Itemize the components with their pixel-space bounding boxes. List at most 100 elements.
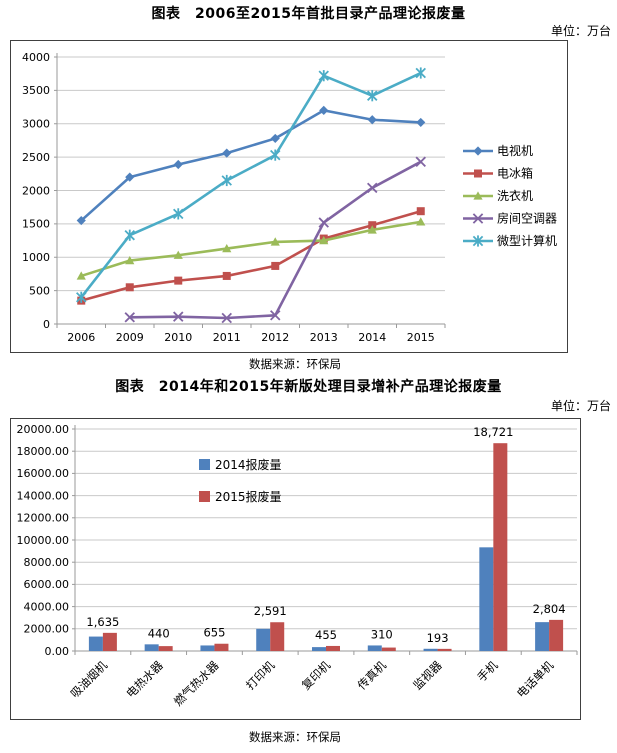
legend-item-电视机: 电视机 xyxy=(463,143,533,158)
y-tick-label: 6000.00 xyxy=(24,578,70,591)
bar-2015 xyxy=(549,619,564,651)
x-tick-label: 2013 xyxy=(310,331,338,344)
y-tick-label: 4000.00 xyxy=(24,600,70,613)
x-marker xyxy=(124,312,135,323)
square-marker xyxy=(222,271,231,280)
x-axis-labels: 吸油烟机 电热水器 燃气热水器 打印机 复印机 传真机 监视器 手机 电话单机 xyxy=(68,658,557,709)
y-tick-label: 12000.00 xyxy=(17,512,70,525)
bar-chart-unit: 单位：万台 xyxy=(550,399,611,413)
legend-item-洗衣机: 洗衣机 xyxy=(463,188,533,203)
x-marker xyxy=(415,156,426,168)
legend-label: 电视机 xyxy=(497,143,533,158)
legend-label: 房间空调器 xyxy=(497,211,557,226)
bars: 1,635 440 655 2,591 455 310 193 18,721 2,804 xyxy=(86,425,566,651)
series-洗衣机 xyxy=(76,217,426,280)
square-marker xyxy=(125,283,134,292)
bar-2014 xyxy=(200,645,215,651)
bar-2014 xyxy=(423,648,438,651)
series-line xyxy=(80,71,422,299)
x-tick-label: 2009 xyxy=(116,331,144,344)
legend-item-2015报废量: 2015报废量 xyxy=(199,489,282,504)
x-marker xyxy=(367,182,378,194)
x-tick-label: 2012 xyxy=(261,331,289,344)
y-tick-label: 18000.00 xyxy=(17,445,70,458)
x-tick-label: 电热水器 xyxy=(123,658,166,701)
square-marker xyxy=(474,169,482,178)
y-tick-label: 2000 xyxy=(22,184,50,197)
legend-label: 微型计算机 xyxy=(497,233,557,248)
bar-2014 xyxy=(256,628,271,651)
square-marker xyxy=(368,221,377,230)
legend: 2014报废量 2015报废量 xyxy=(199,457,282,504)
bar-2015 xyxy=(214,643,229,651)
data-label: 1,635 xyxy=(86,615,119,629)
data-label: 193 xyxy=(427,631,449,645)
bar-group-手机: 18,721 xyxy=(473,425,513,651)
triangle-marker xyxy=(319,235,329,245)
triangle-marker xyxy=(367,225,377,234)
series-微型计算机 xyxy=(76,67,426,303)
bar-group-打印机: 2,591 xyxy=(254,604,287,651)
legend-item-2014报废量: 2014报废量 xyxy=(199,457,282,472)
x-tick-label: 手机 xyxy=(474,658,501,685)
x-tick-label: 传真机 xyxy=(355,658,390,693)
y-tick-label: 2000.00 xyxy=(24,623,70,636)
data-label: 655 xyxy=(203,626,225,640)
legend-label: 2015报废量 xyxy=(215,489,282,504)
triangle-marker xyxy=(270,237,280,246)
diamond-marker xyxy=(416,117,426,128)
triangle-marker xyxy=(173,250,183,259)
triangle-marker xyxy=(416,217,426,226)
bar-2015 xyxy=(326,645,340,651)
y-tick-label: 14000.00 xyxy=(17,489,70,502)
x-tick-label: 打印机 xyxy=(243,658,278,693)
diamond-marker xyxy=(473,146,483,156)
bar-group-燃气热水器: 655 xyxy=(200,626,229,651)
data-label: 2,804 xyxy=(533,602,566,616)
diamond-marker xyxy=(125,172,135,182)
legend-item-电冰箱: 电冰箱 xyxy=(463,166,533,181)
data-label: 310 xyxy=(371,627,393,641)
square-marker xyxy=(174,276,183,285)
diamond-marker xyxy=(270,133,280,144)
line-chart-title: 图表 2006至2015年首批目录产品理论报废量 xyxy=(151,6,466,22)
bar-group-电话单机: 2,804 xyxy=(533,602,566,651)
x-tick-label: 2015 xyxy=(407,331,435,344)
y-tick-label: 3000 xyxy=(22,118,50,131)
data-label: 440 xyxy=(148,626,170,640)
bar-2015 xyxy=(270,622,285,651)
series-line xyxy=(80,209,422,302)
diamond-marker xyxy=(76,215,86,226)
x-marker xyxy=(173,311,184,322)
series-电冰箱 xyxy=(77,207,425,305)
square-marker xyxy=(416,207,425,216)
bar-chart-svg: 0.00 2000.00 4000.00 6000.00 8000.00 10000.00… xyxy=(17,423,578,709)
y-tick-label: 4000 xyxy=(22,51,50,64)
y-tick-label: 8000.00 xyxy=(24,556,70,569)
triangle-marker xyxy=(125,255,135,265)
bar-2015 xyxy=(437,648,452,651)
y-tick-label: 1000 xyxy=(22,251,50,264)
diamond-marker xyxy=(173,159,183,170)
line-chart-svg: 0 500 1000 1500 2000 2500 3000 3500 4000 2006 2009… xyxy=(22,51,557,344)
legend-swatch xyxy=(199,459,210,470)
diamond-marker xyxy=(319,105,329,115)
bar-2015 xyxy=(381,647,396,651)
x-marker xyxy=(318,217,329,228)
bar-group-电热水器: 440 xyxy=(144,626,173,651)
bar-2014 xyxy=(367,645,382,651)
bar-chart-source: 数据来源：环保局 xyxy=(249,730,341,744)
diamond-marker xyxy=(222,148,232,158)
bar-2014 xyxy=(88,636,103,651)
x-tick-label: 2010 xyxy=(164,331,192,344)
series-line xyxy=(80,220,421,278)
x-tick-label: 2011 xyxy=(213,331,241,344)
bar-group-监视器: 193 xyxy=(423,631,452,651)
triangle-marker xyxy=(76,271,86,280)
x-tick-label: 2014 xyxy=(358,331,386,344)
line-chart-source: 数据来源：环保局 xyxy=(249,357,341,371)
y-tick-label: 16000.00 xyxy=(17,467,70,480)
y-tick-label: 3500 xyxy=(22,84,50,97)
y-tick-label: 20000.00 xyxy=(17,423,70,436)
